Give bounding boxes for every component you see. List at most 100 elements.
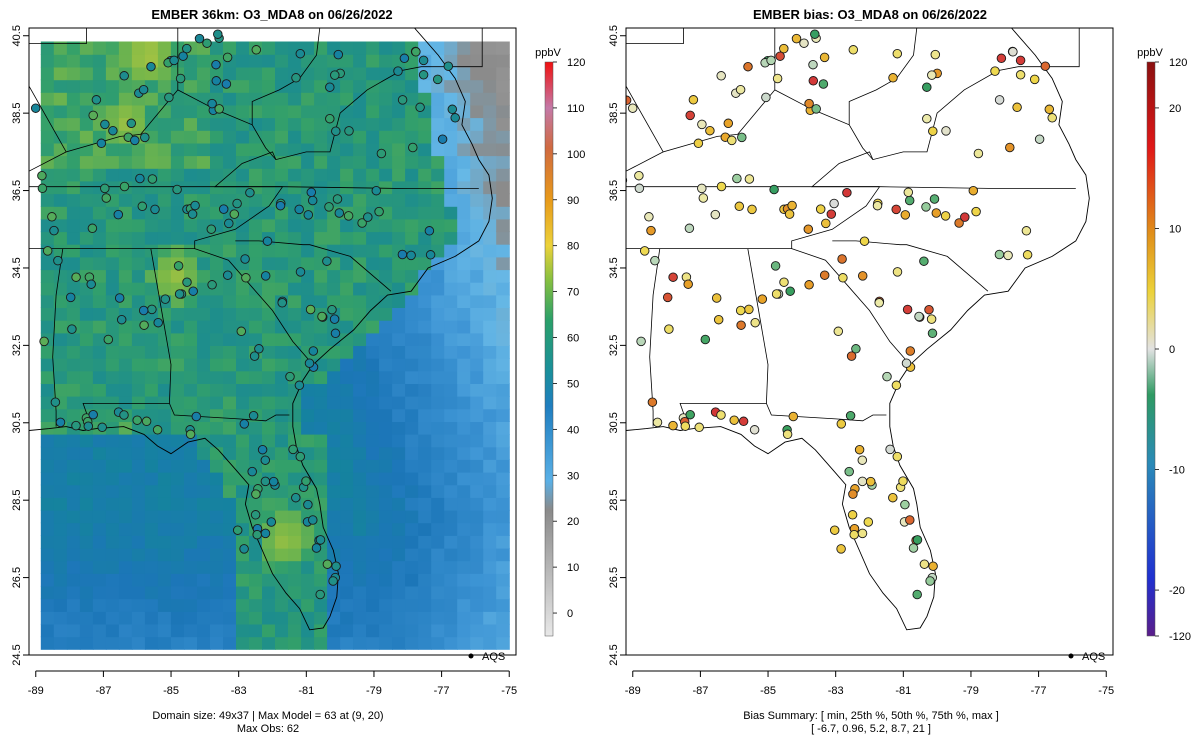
heatmap-cell — [157, 598, 172, 612]
heatmap-cell — [444, 434, 458, 448]
aqs-station-point — [315, 589, 325, 600]
heatmap-cell — [301, 636, 315, 650]
heatmap-cell — [118, 218, 133, 233]
heatmap-cell — [496, 117, 510, 131]
heatmap-cell — [144, 117, 159, 131]
heatmap-cell — [340, 472, 354, 486]
heatmap-cell — [275, 370, 289, 384]
aqs-station-point — [333, 49, 344, 60]
heatmap-cell — [275, 345, 289, 359]
heatmap-cell — [496, 193, 510, 207]
aqs-station-point — [327, 304, 337, 315]
heatmap-cell — [275, 459, 289, 473]
aqs-station-point — [324, 202, 334, 212]
heatmap-cell — [444, 256, 458, 271]
heatmap-cell — [457, 256, 471, 271]
heatmap-cell — [92, 509, 107, 524]
heatmap-cell — [314, 370, 328, 384]
x-tick-label: -89 — [28, 685, 44, 697]
bias-station-point — [775, 51, 785, 61]
heatmap-cell — [444, 92, 458, 106]
heatmap-cell — [405, 206, 419, 220]
x-tick-label: -77 — [434, 685, 450, 697]
heatmap-cell — [340, 231, 354, 245]
bias-station-point — [727, 135, 737, 146]
heatmap-cell — [288, 611, 302, 625]
heatmap-cell — [105, 244, 120, 258]
heatmap-cell — [470, 636, 484, 650]
heatmap-cell — [184, 218, 198, 233]
heatmap-cell — [496, 623, 510, 638]
heatmap-cell — [288, 547, 302, 562]
heatmap-cell — [353, 434, 367, 448]
heatmap-cell — [275, 611, 289, 625]
heatmap-cell — [249, 370, 263, 384]
heatmap-cell — [105, 54, 120, 68]
heatmap-cell — [105, 636, 120, 650]
heatmap-cell — [40, 130, 55, 144]
bias-station-point — [779, 43, 789, 54]
heatmap-cell — [366, 332, 380, 346]
heatmap-cell — [405, 535, 419, 549]
bias-station-point — [912, 535, 923, 545]
heatmap-cell — [340, 307, 354, 321]
heatmap-cell — [223, 104, 237, 119]
heatmap-cell — [92, 472, 107, 486]
heatmap-cell — [262, 383, 276, 397]
heatmap-cell — [118, 560, 133, 574]
bias-station-point — [901, 358, 912, 368]
heatmap-cell — [157, 573, 172, 587]
bias-station-point — [838, 273, 848, 283]
bias-station-point — [903, 187, 914, 198]
heatmap-cell — [314, 345, 328, 359]
heatmap-cell — [366, 484, 380, 498]
heatmap-cell — [431, 345, 445, 359]
heatmap-cell — [340, 41, 354, 55]
heatmap-cell — [353, 509, 367, 524]
aqs-station-point — [268, 476, 279, 487]
aqs-station-point — [260, 455, 271, 465]
heatmap-cell — [210, 611, 224, 625]
aqs-station-point — [150, 204, 160, 215]
heatmap-cell — [301, 168, 315, 182]
heatmap-cell — [483, 142, 497, 157]
heatmap-cell — [418, 598, 432, 612]
heatmap-cell — [79, 535, 94, 549]
aqs-station-point — [211, 76, 222, 86]
bias-station-point — [941, 126, 951, 136]
heatmap-cell — [483, 104, 497, 119]
heatmap-cell — [223, 332, 237, 346]
heatmap-cell — [340, 573, 354, 587]
heatmap-cell — [184, 623, 198, 638]
heatmap-cell — [275, 244, 289, 258]
heatmap-cell — [66, 79, 81, 93]
heatmap-cell — [170, 623, 185, 638]
heatmap-cell — [223, 522, 237, 536]
aqs-station-point — [285, 371, 295, 382]
heatmap-cell — [405, 345, 419, 359]
state-border — [235, 240, 392, 292]
heatmap-cell — [483, 193, 497, 207]
x-tick-label: -75 — [501, 685, 517, 697]
heatmap-cell — [249, 396, 263, 410]
bias-station-point — [892, 451, 903, 462]
bias-station-point — [683, 279, 693, 289]
heatmap-cell — [314, 244, 328, 258]
heatmap-cell — [79, 307, 94, 321]
heatmap-cell — [288, 585, 302, 600]
heatmap-cell — [470, 130, 484, 144]
heatmap-cell — [249, 497, 263, 511]
heatmap-cell — [431, 54, 445, 68]
heatmap-cell — [431, 269, 445, 283]
heatmap-cell — [40, 320, 55, 334]
x-tick-label: -81 — [895, 685, 911, 697]
heatmap-cell — [184, 130, 198, 144]
heatmap-cell — [483, 307, 497, 321]
heatmap-cell — [457, 41, 471, 55]
heatmap-cell — [105, 484, 120, 498]
heatmap-cell — [353, 522, 367, 536]
heatmap-cell — [470, 497, 484, 511]
heatmap-cell — [301, 218, 315, 233]
aqs-station-point — [291, 492, 301, 503]
